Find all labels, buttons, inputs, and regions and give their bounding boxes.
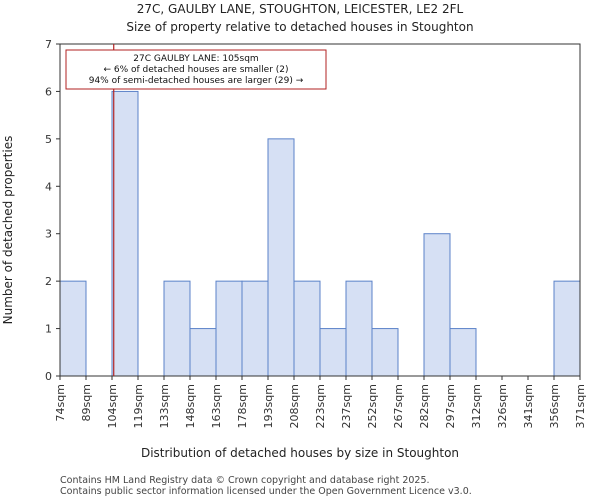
chart-title: 27C, GAULBY LANE, STOUGHTON, LEICESTER, … [137, 2, 464, 16]
annotation-line-3: 94% of semi-detached houses are larger (… [89, 76, 304, 86]
bar-208sqm [293, 280, 321, 377]
x-tick-label: 297sqm [444, 384, 457, 428]
x-tick-label: 178sqm [236, 384, 249, 428]
bar-237sqm [345, 280, 373, 377]
bar-133sqm [163, 280, 191, 377]
x-tick-label: 133sqm [158, 384, 171, 428]
x-tick-label: 208sqm [288, 384, 301, 428]
x-tick-label: 74sqm [54, 384, 67, 421]
bar-104sqm [111, 90, 139, 377]
y-tick-label: 7 [45, 38, 52, 51]
x-axis-title: Distribution of detached houses by size … [141, 446, 459, 460]
x-tick-label: 356sqm [548, 384, 561, 428]
y-tick-label: 2 [45, 275, 52, 288]
bar-74sqm [59, 280, 87, 377]
annotation-box: 27C GAULBY LANE: 105sqm ← 6% of detached… [65, 49, 327, 90]
y-tick-label: 4 [45, 180, 52, 193]
y-tick-label: 6 [45, 85, 52, 98]
bar-178sqm [241, 280, 269, 377]
y-axis-title: Number of detached properties [1, 136, 15, 325]
footer-line-2: Contains public sector information licen… [60, 486, 472, 497]
y-tick-label: 1 [45, 323, 52, 336]
bar-193sqm [267, 138, 295, 377]
y-tick-label: 0 [45, 370, 52, 383]
x-tick-label: 119sqm [132, 384, 145, 428]
x-tick-label: 312sqm [470, 384, 483, 428]
y-tick-label: 5 [45, 133, 52, 146]
plot-frame [59, 43, 581, 377]
y-ticks-group: 0 1 2 3 4 5 6 7 [45, 38, 60, 383]
x-tick-label: 104sqm [106, 384, 119, 428]
annotation-line-1: 27C GAULBY LANE: 105sqm [133, 54, 258, 64]
x-tick-label: 341sqm [522, 384, 535, 428]
y-tick-label: 3 [45, 228, 52, 241]
bar-148sqm [189, 328, 217, 377]
x-tick-label: 326sqm [496, 384, 509, 428]
annotation-frame [65, 49, 327, 90]
x-tick-label: 89sqm [80, 384, 93, 421]
x-tick-label: 282sqm [418, 384, 431, 428]
x-tick-label: 193sqm [262, 384, 275, 428]
x-tick-label: 267sqm [392, 384, 405, 428]
footer-line-1: Contains HM Land Registry data © Crown c… [60, 475, 430, 486]
bar-356sqm [553, 280, 581, 377]
bar-163sqm [215, 280, 243, 377]
bar-252sqm [371, 328, 399, 377]
x-tick-label: 371sqm [574, 384, 587, 428]
bar-282sqm [423, 233, 451, 377]
chart-subtitle: Size of property relative to detached ho… [126, 20, 473, 34]
x-tick-label: 163sqm [210, 384, 223, 428]
x-tick-label: 252sqm [366, 384, 379, 428]
x-tick-label: 148sqm [184, 384, 197, 428]
annotation-line-2: ← 6% of detached houses are smaller (2) [103, 65, 288, 75]
x-ticks-group: 74sqm 89sqm 104sqm 119sqm 133sqm 148sqm 163sqm… [54, 376, 587, 428]
x-tick-label: 237sqm [340, 384, 353, 428]
bars-group [59, 90, 581, 377]
bar-297sqm [449, 328, 477, 377]
x-tick-label: 223sqm [314, 384, 327, 428]
bar-223sqm [319, 328, 347, 377]
